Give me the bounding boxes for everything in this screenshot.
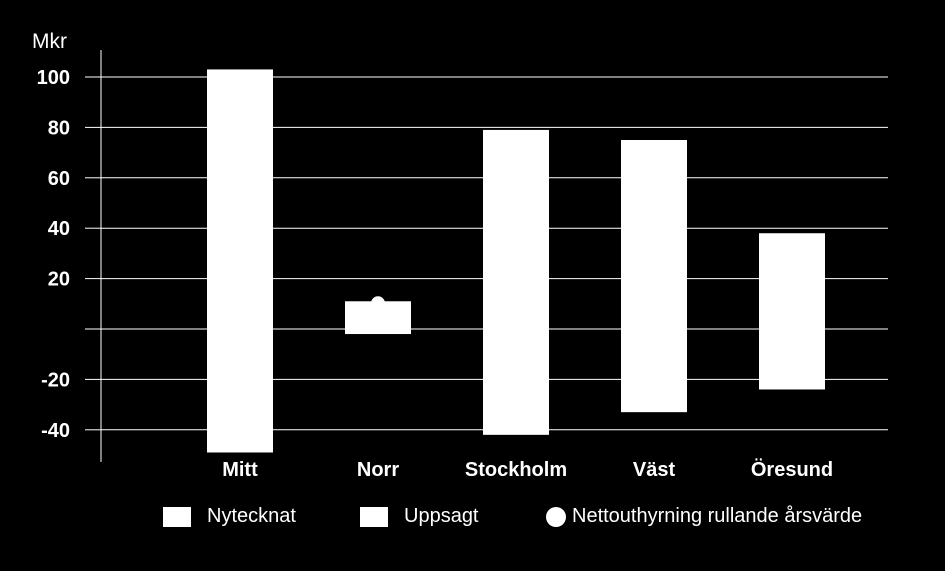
bar-uppsagt-väst [621, 329, 687, 413]
bar-nytecknat-öresund [759, 233, 825, 329]
y-tick-label: 60 [48, 168, 70, 190]
legend-item-netto: Nettouthyrning rullande årsvärde [546, 505, 862, 528]
x-tick-label: Öresund [751, 458, 833, 481]
x-tick-label: Mitt [222, 459, 258, 481]
y-tick-label: 20 [48, 269, 70, 291]
chart-svg: 100 80 60 40 20 -20 -40 Mitt Norr Stockholm Väst Ör… [37, 50, 888, 481]
y-tick-label: -40 [41, 420, 70, 442]
legend-label-nytecknat: Nytecknat [207, 505, 296, 527]
bar-nytecknat-mitt [207, 69, 273, 329]
legend-label-uppsagt: Uppsagt [404, 505, 479, 527]
y-tick-label: -20 [41, 369, 70, 391]
legend-label-netto: Nettouthyrning rullande årsvärde [572, 505, 863, 527]
bar-uppsagt-stockholm [483, 329, 549, 435]
legend-swatch-nytecknat [163, 506, 191, 527]
legend-swatch-uppsagt [360, 506, 388, 527]
bar-nytecknat-väst [621, 140, 687, 329]
y-axis-unit-label: Mkr [32, 30, 67, 53]
x-tick-label: Stockholm [465, 459, 567, 481]
x-tick-label: Norr [357, 459, 399, 481]
y-tick-label: 100 [37, 67, 70, 89]
net-dot-norr [371, 296, 385, 311]
bar-uppsagt-mitt [207, 329, 273, 453]
legend: Nytecknat Uppsagt Nettouthyrning rulland… [0, 500, 945, 540]
x-tick-label: Väst [633, 459, 676, 481]
bar-nytecknat-stockholm [483, 129, 549, 329]
legend-dot-netto [546, 506, 566, 527]
legend-item-nytecknat: Nytecknat [163, 505, 296, 528]
bar-uppsagt-öresund [759, 329, 825, 390]
bar-uppsagt-norr [345, 329, 411, 335]
y-tick-label: 80 [48, 117, 70, 139]
legend-item-uppsagt: Uppsagt [360, 505, 479, 528]
y-tick-label: 40 [48, 218, 70, 240]
